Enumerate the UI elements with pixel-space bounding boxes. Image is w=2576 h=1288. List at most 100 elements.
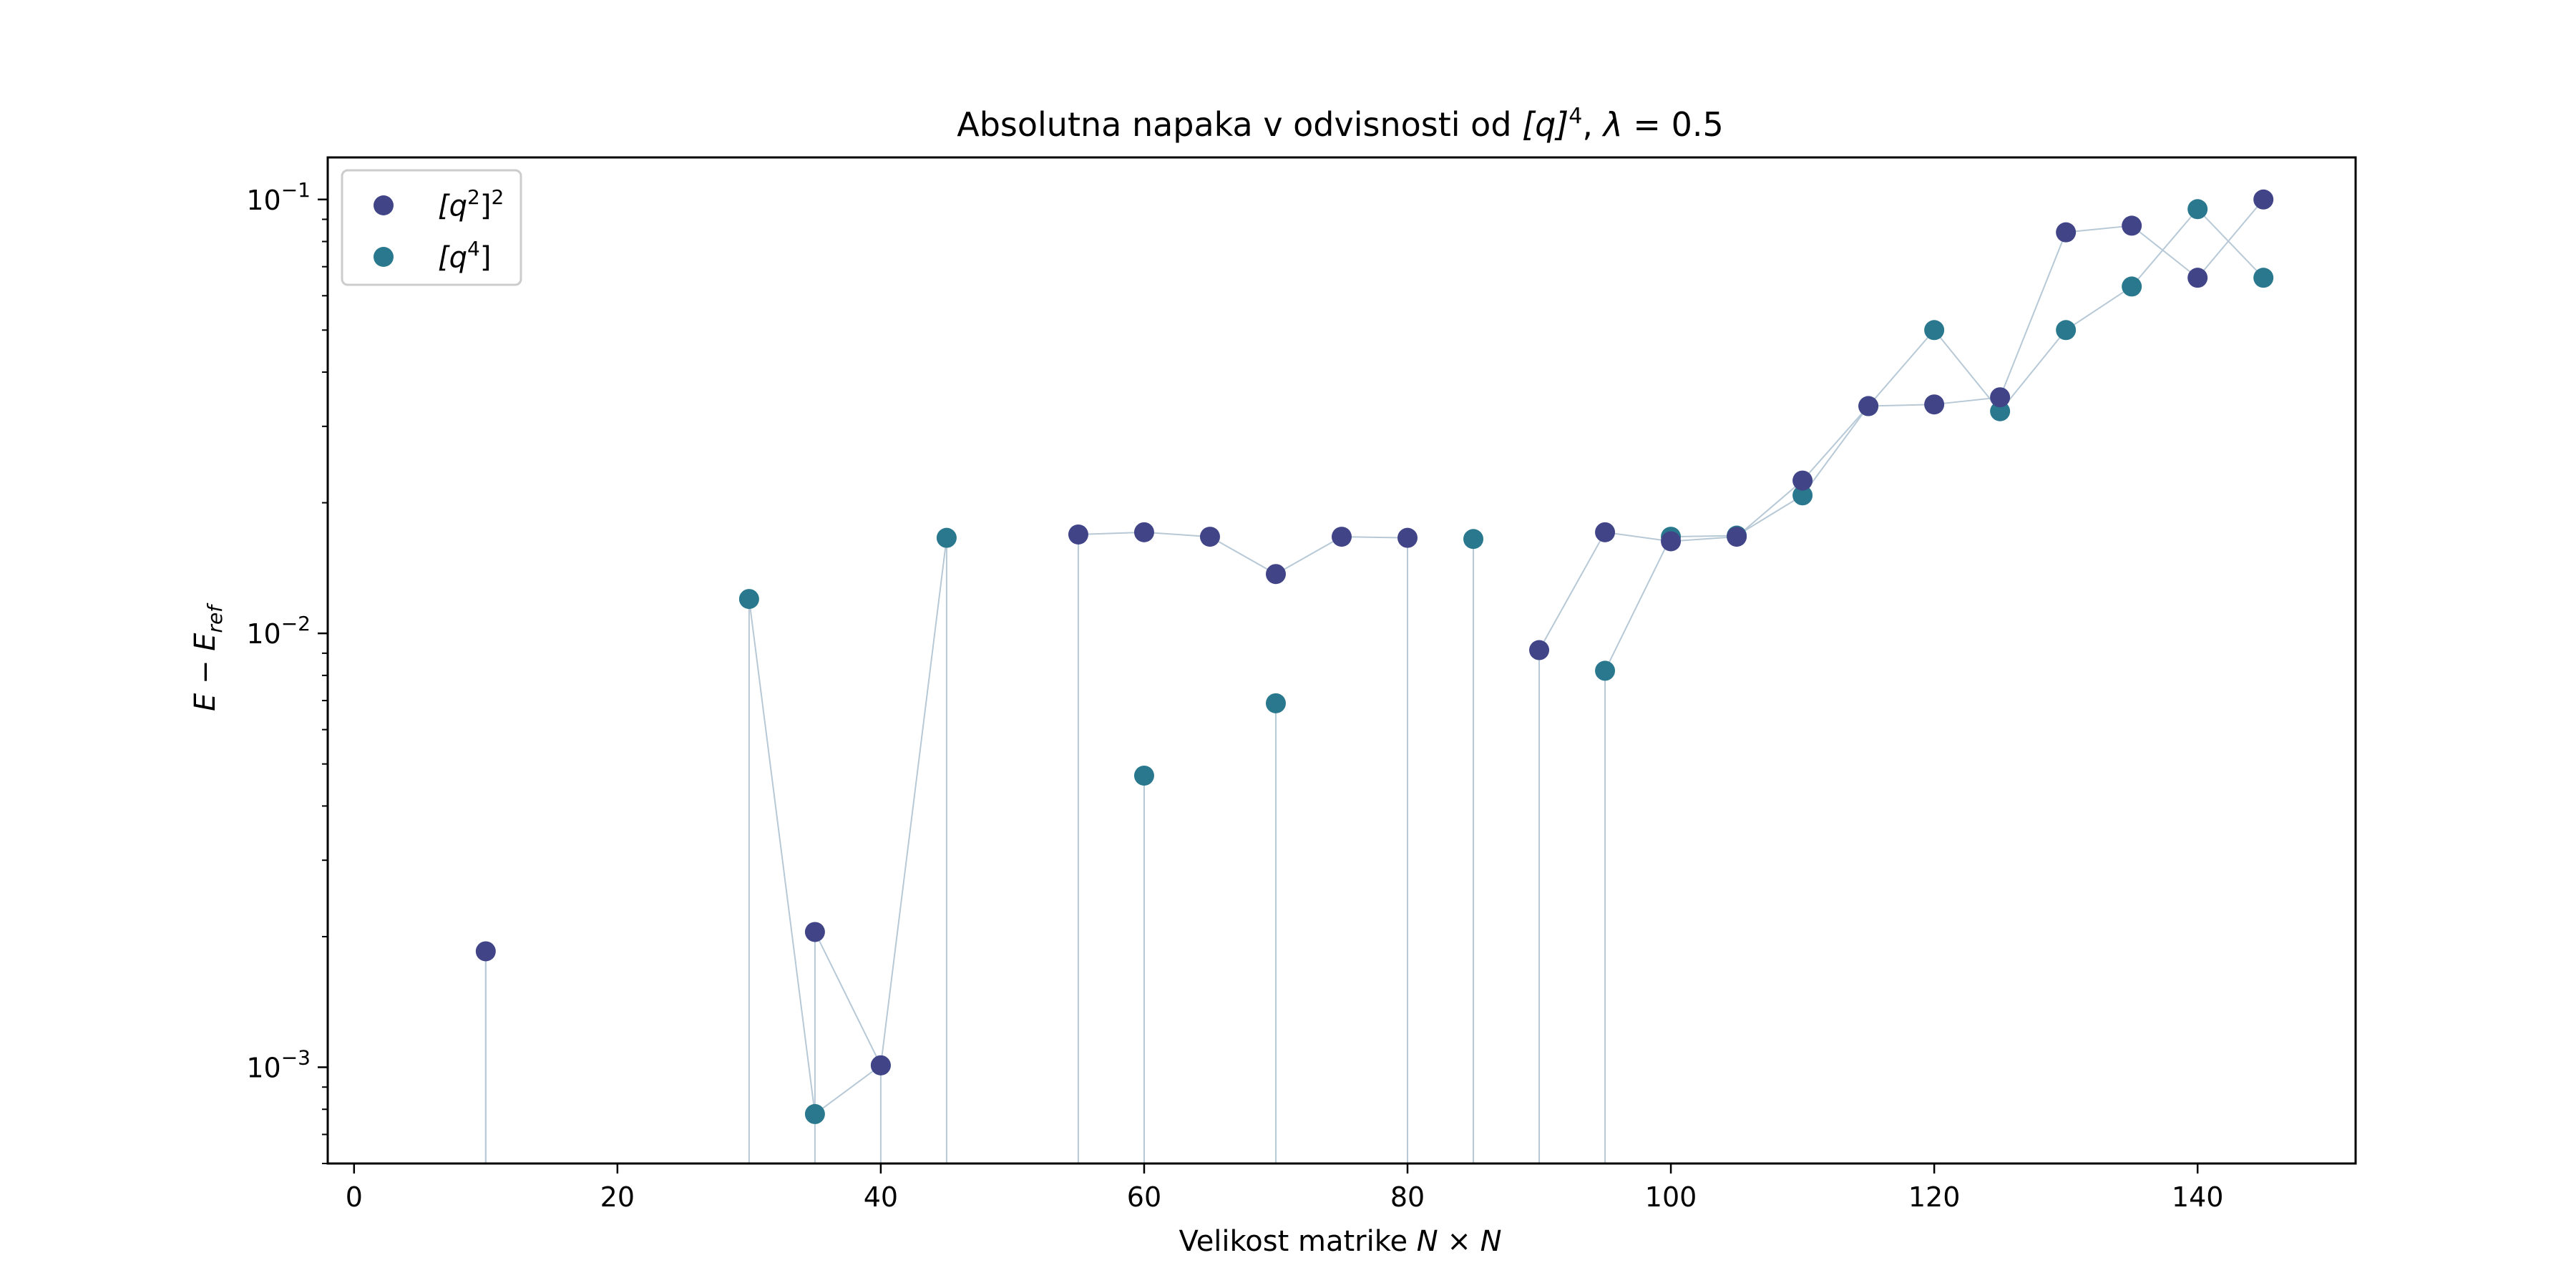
marker-series-a bbox=[1133, 522, 1154, 542]
connector-segment bbox=[748, 598, 816, 1115]
marker-series-a bbox=[2253, 189, 2274, 210]
x-axis-label: Velikost matrike N × N bbox=[1179, 1225, 1501, 1258]
marker-series-b bbox=[2253, 268, 2274, 288]
plot-frame bbox=[326, 156, 2357, 1165]
connector-segment bbox=[2065, 286, 2132, 331]
title-q: [q] bbox=[1522, 105, 1568, 144]
legend-a-base: [q bbox=[438, 190, 467, 223]
marker-series-b bbox=[1133, 765, 1154, 786]
connector-segment bbox=[1341, 536, 1408, 539]
connector-segment bbox=[1209, 536, 1277, 575]
marker-series-b bbox=[1990, 401, 2011, 421]
connector-segment bbox=[879, 537, 947, 1065]
title-q-exponent: 4 bbox=[1568, 104, 1582, 129]
marker-series-a bbox=[1792, 470, 1813, 491]
data-markers bbox=[475, 189, 2274, 1124]
connector-segment bbox=[1143, 531, 1211, 538]
chart-title: Absolutna napaka v odvisnosti od [q]4, λ… bbox=[957, 104, 1724, 144]
legend-a-sup2: 2 bbox=[491, 185, 504, 209]
marker-series-b bbox=[1595, 660, 1616, 681]
connector-segment bbox=[1078, 531, 1144, 535]
connector-segment bbox=[1736, 494, 1803, 537]
y-tick-label: 10−2 bbox=[246, 612, 311, 650]
connector-segment bbox=[2197, 208, 2264, 278]
legend: [q2]2 [q4] bbox=[341, 169, 522, 286]
connector-segment bbox=[1538, 532, 1606, 651]
x-tick-label: 0 bbox=[346, 1181, 363, 1213]
legend-a-mid: ] bbox=[480, 190, 492, 223]
connector-segment bbox=[814, 1065, 882, 1115]
marker-series-a bbox=[1397, 527, 1418, 548]
x-tick-label: 120 bbox=[1908, 1181, 1961, 1213]
connector-segment bbox=[1802, 405, 1869, 482]
x-axis-label-main: Velikost matrike bbox=[1179, 1225, 1416, 1258]
legend-marker-series-b bbox=[374, 247, 394, 267]
connector-segment bbox=[814, 932, 882, 1066]
x-tick-label: 20 bbox=[600, 1181, 635, 1213]
y-axis-label-main: E − E bbox=[189, 633, 222, 711]
legend-b-mid: ] bbox=[480, 241, 492, 274]
connector-segment bbox=[1671, 535, 1737, 538]
y-axis-label: E − Eref bbox=[189, 602, 227, 711]
connector-segment bbox=[1868, 404, 1935, 407]
marker-series-b bbox=[2187, 199, 2208, 220]
marker-series-a bbox=[1924, 394, 1945, 415]
y-axis-ticks: 10−3 10−2 10−1 bbox=[246, 178, 328, 1164]
title-equals: = 0.5 bbox=[1623, 105, 1724, 144]
x-tick-label: 140 bbox=[2172, 1181, 2224, 1213]
connector-segment bbox=[1604, 531, 1672, 542]
x-axis-label-math: N × N bbox=[1417, 1225, 1502, 1258]
connector-segment bbox=[2131, 225, 2198, 278]
marker-series-a bbox=[1595, 522, 1616, 542]
connector-segment bbox=[1670, 536, 1737, 542]
legend-label-series-a: [q2]2 bbox=[438, 185, 504, 223]
x-tick-label: 40 bbox=[864, 1181, 898, 1213]
marker-series-a bbox=[2122, 215, 2142, 236]
connector-segment bbox=[2066, 225, 2132, 233]
connector-segment bbox=[1933, 329, 2001, 412]
x-tick-label: 80 bbox=[1390, 1181, 1425, 1213]
connector-segment bbox=[1604, 536, 1672, 671]
x-tick-label: 60 bbox=[1127, 1181, 1161, 1213]
legend-b-sup1: 4 bbox=[467, 237, 480, 260]
legend-label-series-b: [q4] bbox=[438, 237, 491, 274]
marker-series-b bbox=[1924, 320, 1945, 341]
marker-series-a bbox=[2056, 222, 2077, 243]
y-tick-label: 10−3 bbox=[246, 1045, 311, 1083]
marker-series-b bbox=[804, 1103, 825, 1124]
connector-segment bbox=[2131, 208, 2198, 288]
marker-series-a bbox=[1661, 531, 1682, 552]
legend-a-sup1: 2 bbox=[467, 185, 480, 209]
legend-b-base: [q bbox=[438, 241, 467, 274]
y-tick-label: 10−1 bbox=[246, 178, 311, 216]
marker-series-b bbox=[738, 589, 759, 610]
connector-segment bbox=[1275, 536, 1342, 575]
title-main: Absolutna napaka v odvisnosti od bbox=[957, 105, 1522, 144]
connector-segment bbox=[1802, 405, 1869, 496]
legend-marker-series-a bbox=[374, 195, 394, 215]
marker-series-a bbox=[475, 941, 496, 962]
marker-series-b bbox=[936, 527, 957, 548]
connector-segment bbox=[1736, 479, 1803, 537]
title-lambda: λ bbox=[1601, 105, 1623, 144]
marker-series-a bbox=[1529, 640, 1550, 660]
connector-lines bbox=[484, 199, 2264, 1163]
x-axis-ticks: 0 20 40 60 80 100 120 140 bbox=[346, 1163, 2224, 1213]
marker-series-a bbox=[1990, 387, 2011, 408]
y-axis-label-subscript: ref bbox=[203, 602, 227, 633]
title-separator: , bbox=[1582, 105, 1603, 144]
marker-series-a bbox=[1068, 524, 1088, 545]
marker-series-b bbox=[1792, 485, 1813, 506]
marker-series-a bbox=[870, 1055, 891, 1075]
connector-segment bbox=[1999, 232, 2067, 398]
connector-segment bbox=[1868, 329, 1935, 407]
marker-series-b bbox=[1265, 693, 1286, 713]
marker-series-b bbox=[1463, 529, 1484, 550]
connector-segment bbox=[2197, 199, 2264, 278]
marker-series-a bbox=[1265, 564, 1286, 585]
marker-series-b bbox=[2122, 276, 2142, 297]
marker-series-b bbox=[2056, 320, 2077, 341]
marker-series-a bbox=[1858, 396, 1879, 416]
marker-series-a bbox=[1199, 527, 1220, 547]
